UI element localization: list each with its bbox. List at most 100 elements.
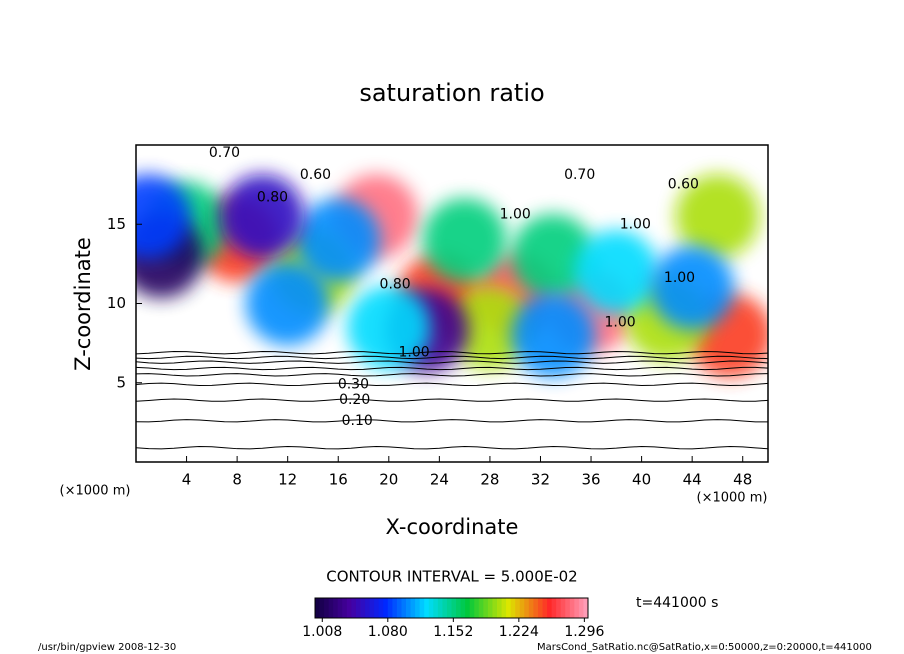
y-axis-label: Z-coordinate (71, 237, 95, 371)
colorbar-tick-label: 1.224 (499, 624, 539, 640)
colorbar-swatch (583, 598, 589, 618)
field-cell (296, 198, 381, 283)
contour-line (136, 398, 768, 402)
colorbar-swatch (319, 598, 325, 618)
plot-field (136, 174, 768, 450)
field-cell (650, 245, 735, 330)
footer-left: /usr/bin/gpview 2008-12-30 (38, 642, 176, 653)
contour-line (136, 419, 768, 423)
contour-line (136, 382, 768, 386)
colorbar-tick-label: 1.296 (564, 624, 604, 640)
colorbar-tick-label: 1.008 (302, 624, 342, 640)
contour-label: 1.00 (664, 270, 695, 286)
colorbar-swatch (515, 598, 521, 618)
colorbar-swatch (487, 598, 493, 618)
colorbar-swatch (433, 598, 439, 618)
colorbar (315, 598, 589, 618)
field-cell (220, 174, 305, 259)
contour-interval: CONTOUR INTERVAL = 5.000E-02 (326, 568, 577, 586)
colorbar-swatch (415, 598, 421, 618)
field-cell (511, 213, 596, 298)
colorbar-swatch (519, 598, 525, 618)
colorbar-swatch (387, 598, 393, 618)
x-tick-label: 36 (581, 471, 600, 489)
field-cell (511, 293, 596, 378)
field-cell (675, 174, 760, 259)
colorbar-swatch (569, 598, 575, 618)
colorbar-swatch (469, 598, 475, 618)
x-unit: (×1000 m) (697, 491, 768, 506)
colorbar-swatch (537, 598, 543, 618)
colorbar-swatch (510, 598, 516, 618)
colorbar-swatch (451, 598, 457, 618)
colorbar-swatch (324, 598, 330, 618)
colorbar-swatch (506, 598, 512, 618)
chart-title: saturation ratio (359, 79, 544, 107)
x-tick-label: 4 (182, 471, 192, 489)
colorbar-swatch (406, 598, 412, 618)
colorbar-swatch (328, 598, 334, 618)
field-cell (245, 261, 330, 346)
contour-line (136, 350, 768, 355)
colorbar-swatch (456, 598, 462, 618)
colorbar-swatch (342, 598, 348, 618)
x-tick-label: 44 (683, 471, 702, 489)
contour-label: 0.30 (338, 376, 369, 392)
footer-right: MarsCond_SatRatio.nc@SatRatio,x=0:50000,… (537, 642, 872, 653)
time-label: t=441000 s (636, 595, 718, 611)
colorbar-swatch (346, 598, 352, 618)
x-tick-label: 40 (632, 471, 651, 489)
contour-label: 1.00 (500, 207, 531, 223)
y-tick-label: 5 (116, 373, 126, 391)
colorbar-swatch (315, 598, 321, 618)
colorbar-swatch (333, 598, 339, 618)
colorbar-tick-label: 1.080 (368, 624, 408, 640)
colorbar-swatch (360, 598, 366, 618)
colorbar-swatch (424, 598, 430, 618)
colorbar-swatch (578, 598, 584, 618)
y-unit: (×1000 m) (60, 484, 131, 499)
colorbar-swatch (528, 598, 534, 618)
colorbar-swatch (351, 598, 357, 618)
colorbar-swatch (556, 598, 562, 618)
contour-label: 0.70 (209, 145, 240, 161)
field-cell (422, 198, 507, 283)
y-tick-label: 10 (107, 294, 126, 312)
colorbar-swatch (365, 598, 371, 618)
contour-line (136, 355, 768, 360)
x-tick-label: 28 (480, 471, 499, 489)
colorbar-swatch (533, 598, 539, 618)
x-tick-label: 12 (278, 471, 297, 489)
colorbar-swatch (483, 598, 489, 618)
colorbar-swatch (428, 598, 434, 618)
x-tick-label: 24 (430, 471, 449, 489)
colorbar-swatch (374, 598, 380, 618)
colorbar-swatch (560, 598, 566, 618)
colorbar-swatch (542, 598, 548, 618)
contour-label: 0.10 (342, 413, 373, 429)
colorbar-swatch (465, 598, 471, 618)
colorbar-swatch (442, 598, 448, 618)
colorbar-swatch (474, 598, 480, 618)
field-cell (574, 229, 659, 314)
contour-line (136, 360, 768, 364)
contour-label: 0.70 (564, 167, 595, 183)
x-tick-label: 48 (733, 471, 752, 489)
contour-label: 1.00 (605, 315, 636, 331)
x-tick-label: 8 (232, 471, 242, 489)
x-tick-label: 20 (379, 471, 398, 489)
x-tick-label: 32 (531, 471, 550, 489)
contour-label: 0.60 (668, 177, 699, 193)
colorbar-swatch (446, 598, 452, 618)
y-tick-label: 15 (107, 215, 126, 233)
colorbar-swatch (551, 598, 557, 618)
contour-label: 0.20 (339, 392, 370, 408)
contour-label: 0.80 (257, 189, 288, 205)
colorbar-tick-label: 1.152 (433, 624, 473, 640)
colorbar-swatch (492, 598, 498, 618)
contour-label: 1.00 (620, 216, 651, 232)
x-axis-label: X-coordinate (386, 515, 519, 539)
colorbar-swatch (337, 598, 343, 618)
contour-label: 0.60 (300, 167, 331, 183)
